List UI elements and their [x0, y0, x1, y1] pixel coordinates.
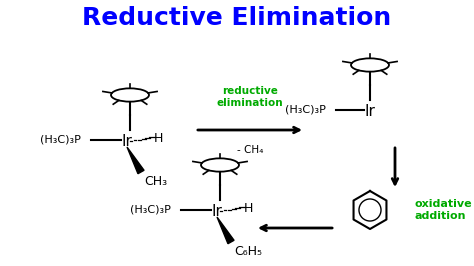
- Text: C₆H₅: C₆H₅: [234, 245, 262, 258]
- Text: (H₃C)₃P: (H₃C)₃P: [130, 205, 171, 215]
- Text: reductive
elimination: reductive elimination: [217, 86, 283, 108]
- Text: Reductive Elimination: Reductive Elimination: [82, 6, 392, 30]
- Text: (H₃C)₃P: (H₃C)₃P: [40, 135, 81, 145]
- Text: H: H: [154, 131, 164, 144]
- Polygon shape: [217, 217, 234, 244]
- Text: CH₃: CH₃: [144, 175, 167, 188]
- Text: Ir: Ir: [211, 205, 222, 219]
- Text: Ir: Ir: [365, 105, 375, 119]
- Text: Ir: Ir: [121, 135, 132, 149]
- Polygon shape: [127, 147, 144, 174]
- Text: H: H: [244, 202, 254, 214]
- Text: oxidative
addition: oxidative addition: [415, 199, 473, 221]
- Text: (H₃C)₃P: (H₃C)₃P: [285, 105, 326, 115]
- Text: - CH₄: - CH₄: [237, 145, 263, 155]
